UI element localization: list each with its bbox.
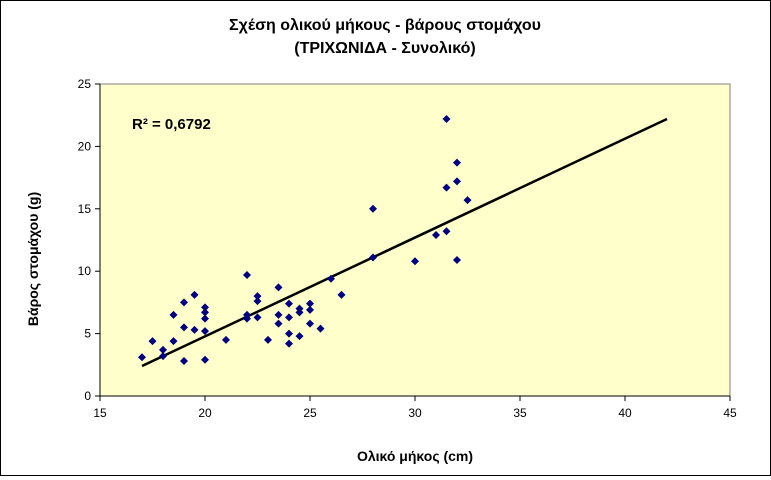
x-tick-label: 45 [723, 406, 737, 420]
data-point [453, 177, 461, 186]
data-point [306, 319, 314, 328]
data-point [180, 298, 188, 307]
data-point [201, 308, 209, 317]
data-point [432, 231, 440, 240]
data-point [306, 305, 314, 314]
data-point [138, 353, 146, 362]
y-axis-label: Βάρος στομάχου (g) [25, 192, 41, 326]
y-tick-label: 10 [78, 264, 92, 278]
data-point [295, 308, 304, 317]
data-point [285, 329, 293, 338]
data-point [369, 204, 377, 213]
data-point [148, 337, 157, 346]
x-tick-label: 40 [618, 406, 632, 420]
x-tick-label: 15 [93, 406, 107, 420]
data-point [453, 158, 461, 167]
data-point [463, 196, 472, 205]
data-point [285, 339, 293, 348]
x-tick-label: 25 [303, 406, 317, 420]
data-point [253, 292, 262, 301]
y-tick-label: 25 [78, 77, 92, 91]
data-point [201, 355, 209, 364]
plot-area [99, 83, 731, 397]
data-marks [138, 114, 668, 368]
data-point [169, 337, 178, 346]
chart-title: Σχέση ολικού μήκους - βάρους στομάχου [229, 17, 541, 34]
data-point [243, 314, 251, 323]
data-point [201, 303, 209, 312]
data-point [243, 270, 251, 279]
data-point [222, 335, 230, 344]
data-point [442, 183, 451, 192]
data-point [274, 319, 283, 328]
data-point [442, 114, 451, 123]
data-point [369, 253, 377, 262]
data-point [337, 290, 346, 299]
x-tick-label: 35 [513, 406, 527, 420]
data-point [253, 297, 262, 306]
r-squared-annotation: R² = 0,6792 [132, 116, 211, 133]
y-tick-label: 0 [84, 389, 91, 403]
data-point [201, 314, 209, 323]
data-point [316, 324, 325, 333]
data-point [327, 274, 335, 283]
data-point [274, 310, 283, 319]
data-point [190, 290, 199, 299]
x-axis-label: Ολικό μήκος (cm) [357, 448, 473, 464]
x-tick-label: 20 [198, 406, 212, 420]
trendline [141, 117, 668, 368]
y-tick-label: 5 [84, 327, 91, 341]
data-point [253, 313, 262, 322]
data-point [264, 335, 272, 344]
data-point [442, 227, 451, 236]
y-tick-label: 15 [78, 202, 92, 216]
data-point [159, 352, 167, 361]
x-tick-label: 30 [408, 406, 422, 420]
data-point [285, 299, 293, 308]
data-point [190, 325, 199, 334]
chart-subtitle: (ΤΡΙΧΩΝΙΔΑ - Συνολικό) [294, 40, 475, 57]
data-point [159, 345, 167, 354]
y-tick-label: 20 [78, 139, 92, 153]
data-point [295, 332, 304, 341]
data-point [180, 357, 188, 366]
axes: 15 20 25 30 35 40 45 0 5 10 15 20 25 [78, 77, 737, 420]
data-point [306, 299, 314, 308]
data-point [411, 257, 419, 266]
data-point [169, 310, 178, 319]
data-point [274, 283, 283, 292]
data-point [453, 255, 461, 264]
data-point [201, 327, 209, 336]
data-point [180, 323, 188, 332]
data-point [285, 313, 293, 322]
